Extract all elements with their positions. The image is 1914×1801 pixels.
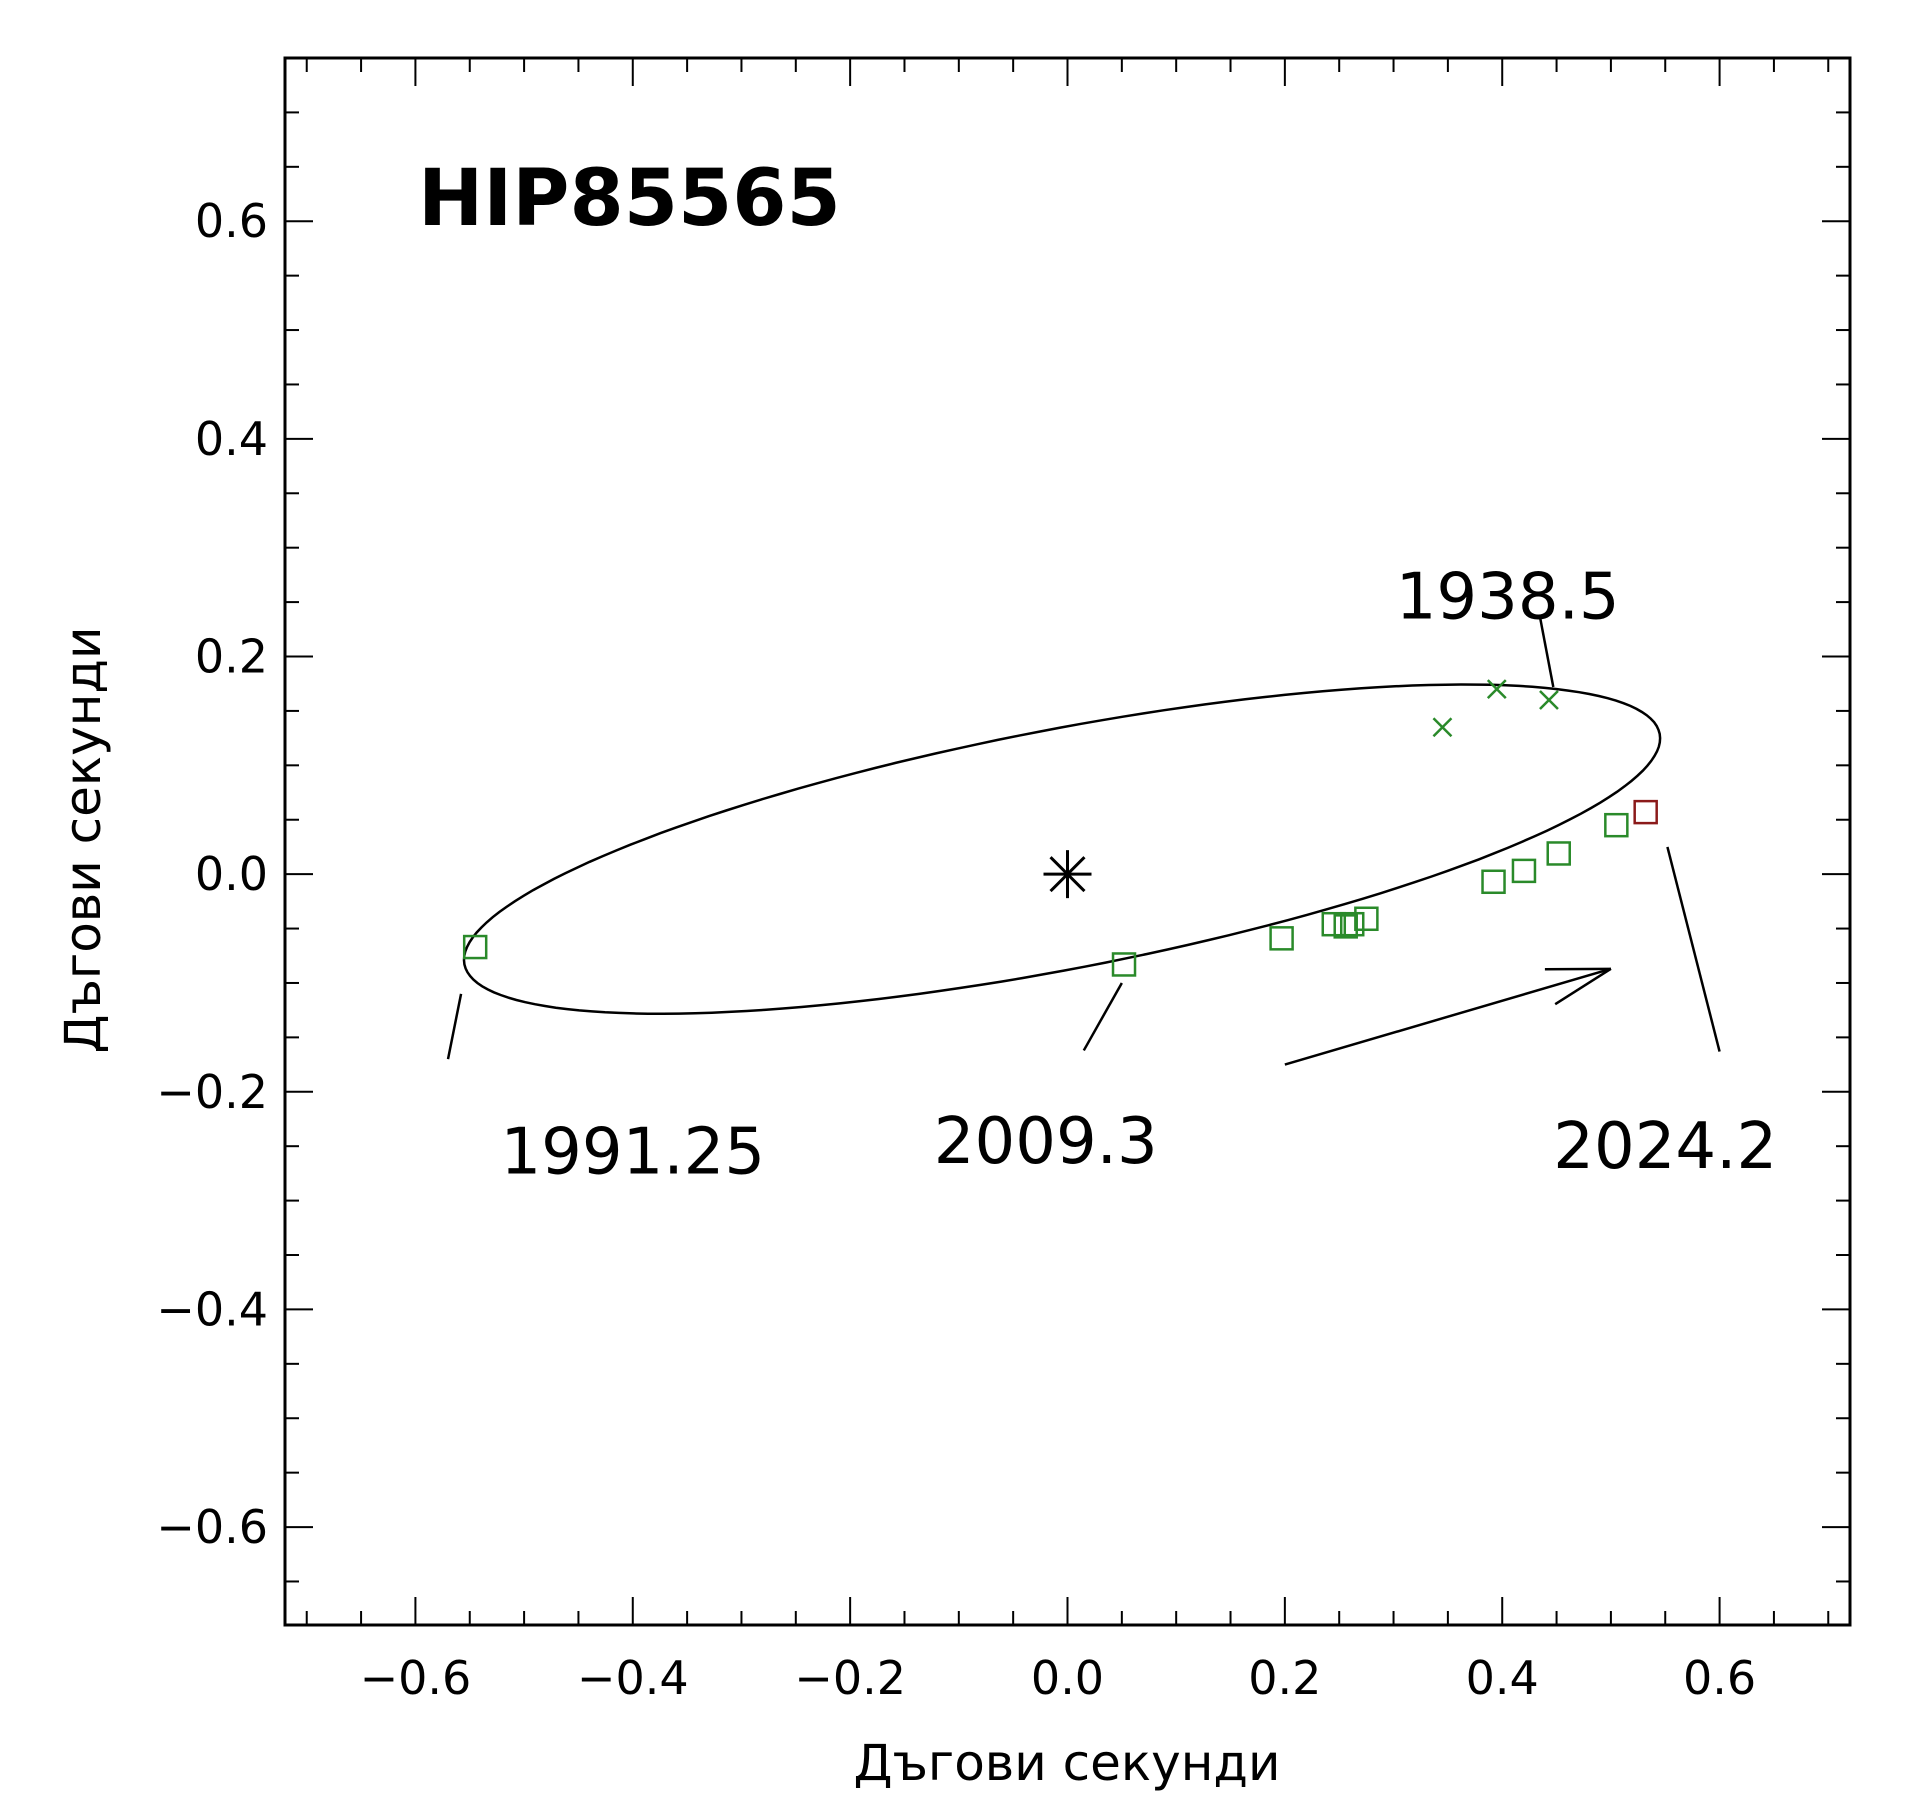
square-marker	[1481, 869, 1506, 895]
arrow-shaft	[1284, 967, 1612, 1066]
x-tick-label: 0.2	[1248, 1651, 1321, 1705]
epoch-label: 1991.25	[500, 1116, 765, 1190]
epoch-label: 1938.5	[1396, 561, 1620, 635]
y-axis-title: Дъгови секунди	[54, 627, 112, 1054]
direction-arrow	[1284, 967, 1612, 1066]
plot-title: HIP85565	[418, 154, 841, 244]
orbit-ellipse	[462, 683, 1662, 1015]
square-marker	[1111, 952, 1137, 977]
y-tick-label: 0.4	[195, 412, 268, 466]
square-marker	[1604, 812, 1629, 838]
annotation-leader-line	[446, 993, 463, 1060]
y-tick-labels: 0.6 0.4 0.2 0.0 −0.2 −0.4 −0.6	[156, 194, 268, 1554]
x-tick-label: −0.4	[577, 1651, 689, 1705]
y-tick-label: 0.2	[195, 630, 268, 684]
annotation-leader-line	[1539, 618, 1555, 688]
cross-marker	[1539, 690, 1559, 710]
square-marker	[1546, 841, 1571, 866]
x-tick-labels: −0.6 −0.4 −0.2 0.0 0.2 0.4 0.6	[360, 1651, 1757, 1705]
x-tick-label: 0.0	[1031, 1651, 1104, 1705]
x-tick-label: 0.6	[1683, 1651, 1756, 1705]
x-tick-label: −0.2	[794, 1651, 906, 1705]
square-marker	[462, 934, 488, 960]
arrow-head	[1554, 967, 1612, 1006]
minor-ticks	[285, 58, 1850, 1625]
y-tick-label: 0.0	[195, 847, 268, 901]
y-tick-label: 0.6	[195, 194, 268, 248]
epoch-labels: 1938.5 1991.25 2009.3 2024.2	[500, 561, 1777, 1190]
square-marker	[1511, 858, 1537, 884]
square-marker	[1339, 911, 1365, 937]
y-tick-label: −0.4	[156, 1282, 268, 1336]
annotation-leader-line	[1082, 982, 1123, 1052]
epoch-label: 2009.3	[934, 1105, 1158, 1179]
x-axis-title: Дъгови секунди	[854, 1734, 1281, 1792]
square-marker	[1633, 799, 1658, 825]
x-tick-label: −0.6	[360, 1651, 472, 1705]
annotation-leader-line	[1666, 846, 1721, 1052]
annotation-lines	[446, 618, 1721, 1060]
primary-star-ray	[1049, 856, 1086, 893]
major-ticks	[285, 58, 1850, 1625]
square-marker	[1269, 926, 1294, 951]
plot-frame	[283, 56, 1852, 1627]
x-tick-label: 0.4	[1466, 1651, 1539, 1705]
data-points	[462, 679, 1658, 977]
square-marker	[1354, 906, 1379, 932]
cross-marker	[1432, 717, 1453, 738]
cross-marker	[1486, 679, 1507, 700]
epoch-label: 2024.2	[1553, 1110, 1777, 1184]
y-tick-label: −0.2	[156, 1065, 268, 1119]
primary-star-marker	[1043, 850, 1092, 899]
y-tick-label: −0.6	[156, 1500, 268, 1554]
square-marker	[1333, 914, 1358, 939]
